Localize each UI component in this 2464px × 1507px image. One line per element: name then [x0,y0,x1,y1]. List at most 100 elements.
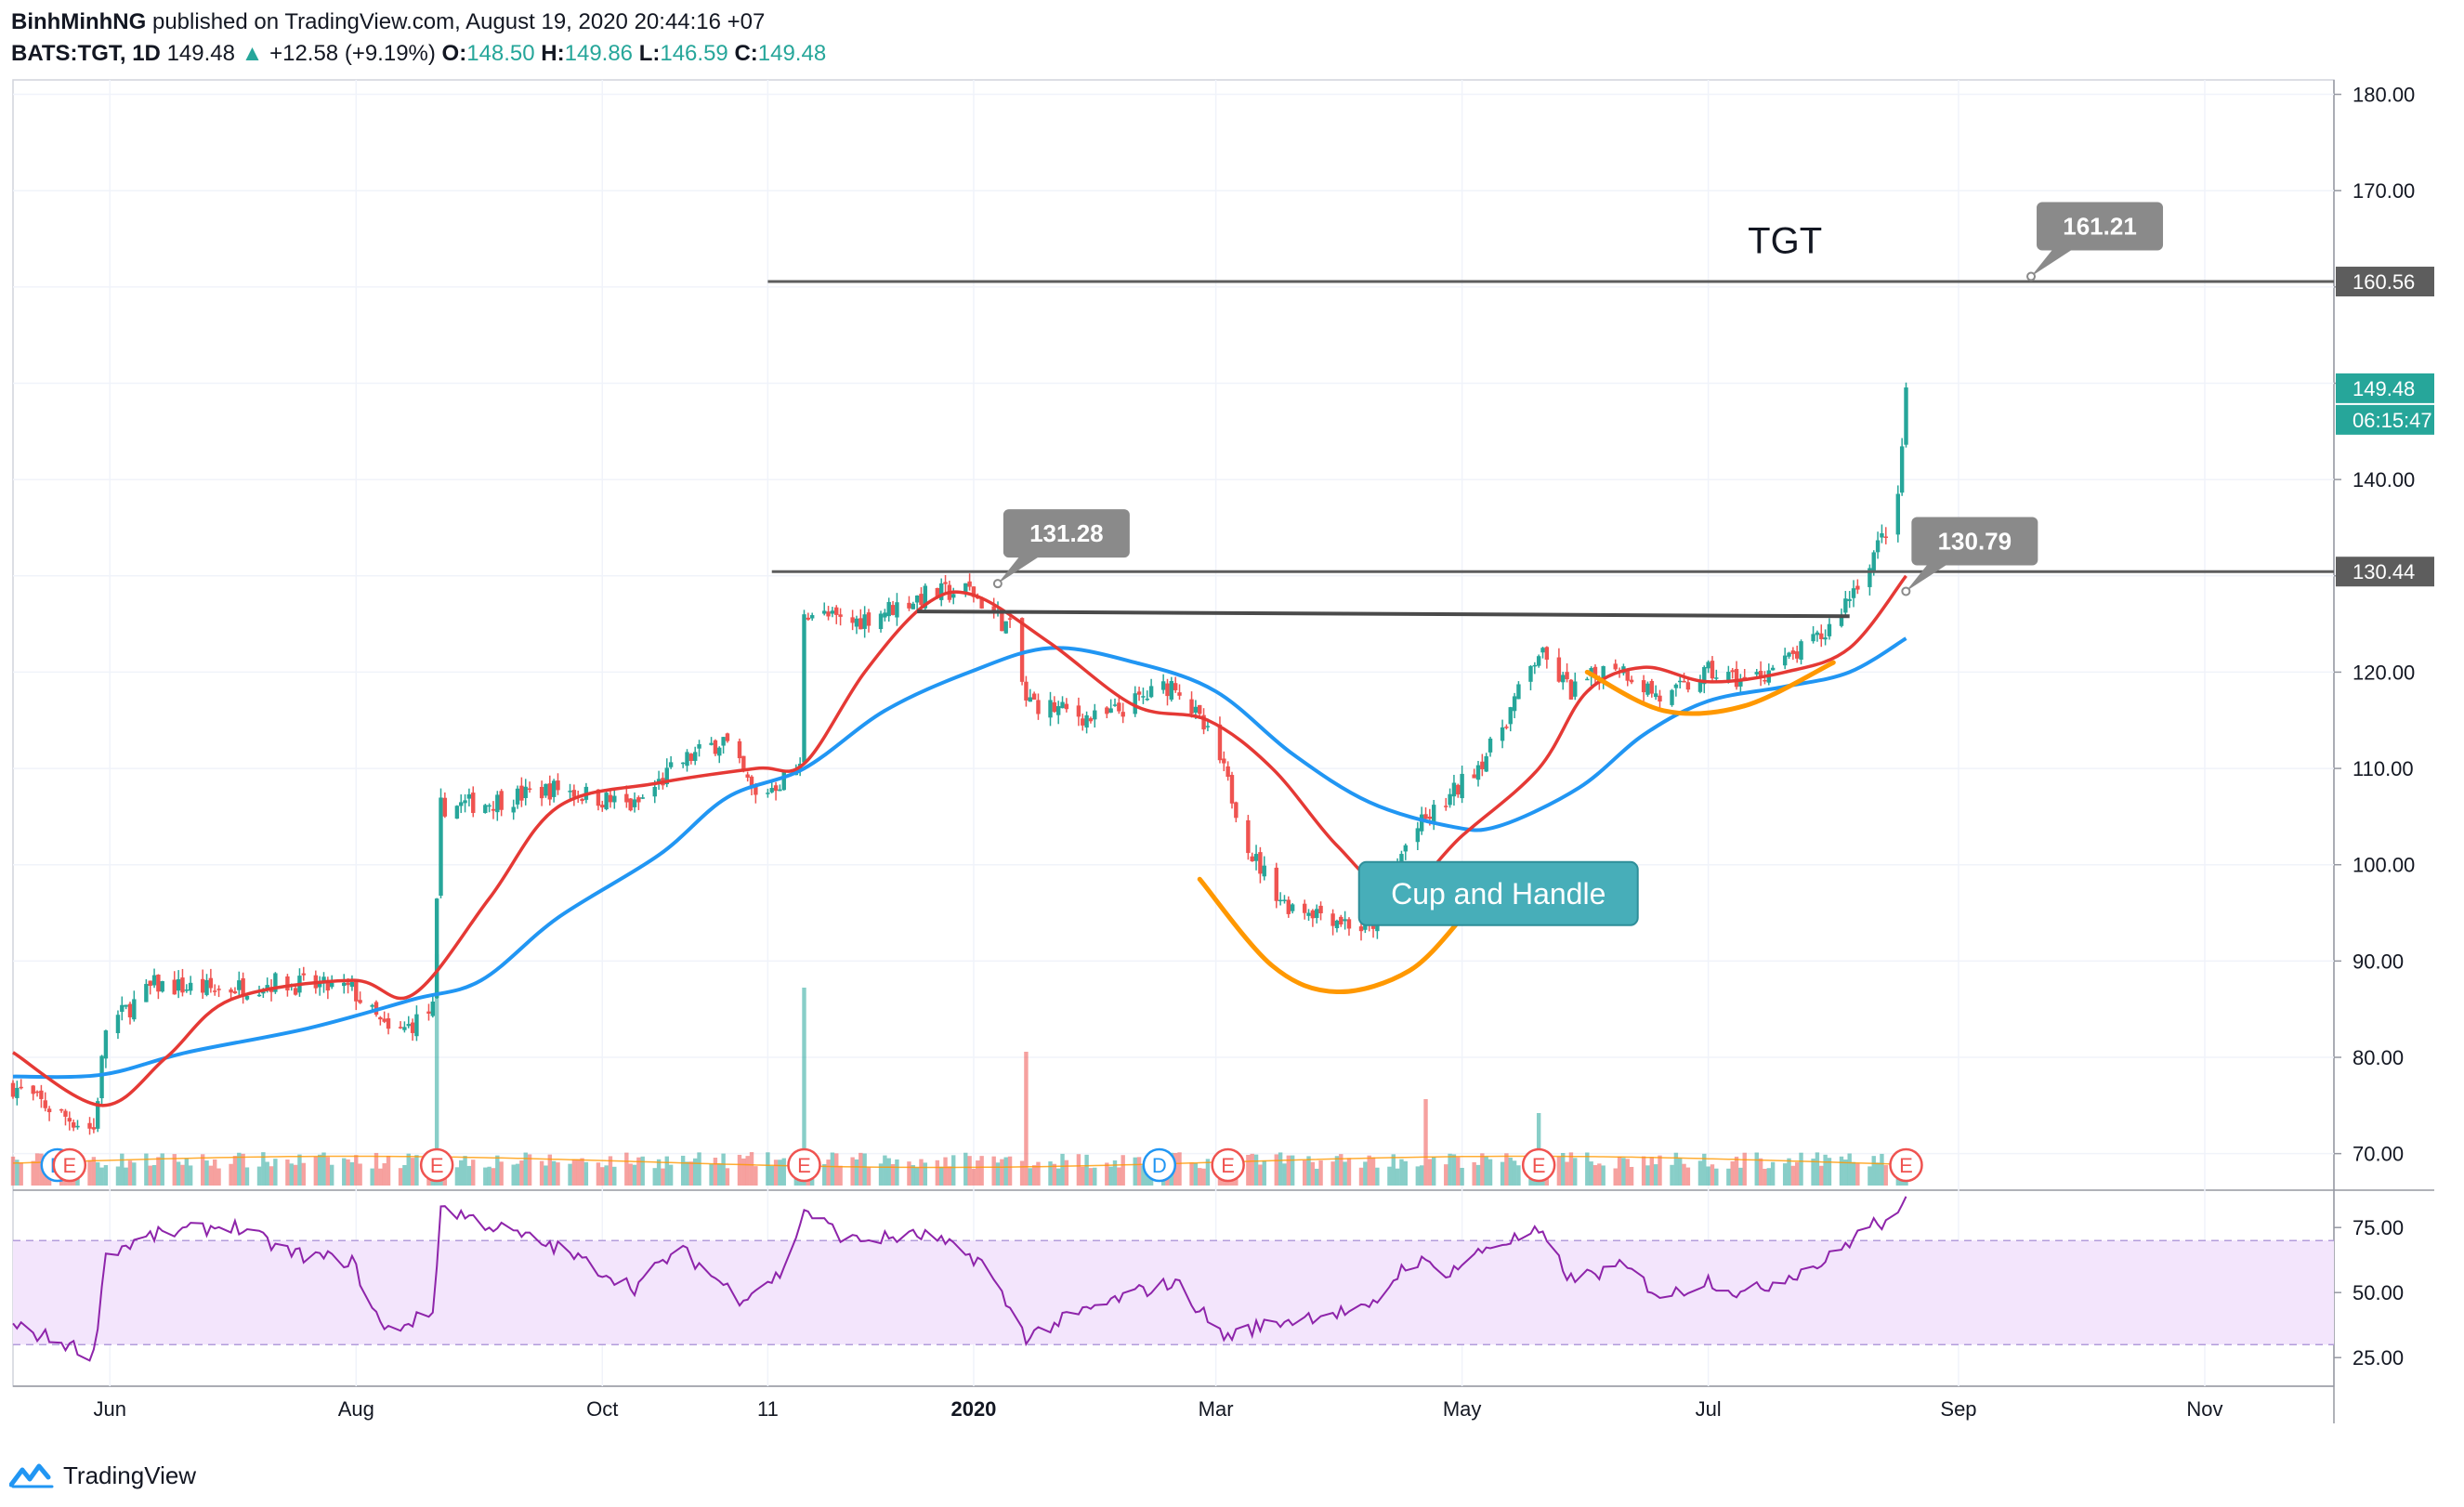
volume-bar [269,1166,274,1186]
level-axis-box [2336,267,2434,297]
tradingview-logo-icon[interactable] [9,1461,56,1490]
volume-bar [1031,1165,1037,1186]
callout-label: 130.79 [1938,527,2012,555]
volume-bar [349,1161,355,1186]
candle-body [1339,916,1343,924]
volume-bar [434,954,439,1186]
volume-bar [878,1163,884,1186]
volume-bar [1827,1158,1832,1186]
candle-body [1758,671,1763,678]
volume-bar [382,1163,387,1186]
volume-bar [1658,1155,1662,1186]
candle-body [866,612,872,626]
candle-body [547,783,552,800]
volume-bar [1480,1153,1485,1186]
candle-body [466,793,472,799]
volume-bar [1306,1156,1311,1186]
event-marker-label: D [1152,1154,1167,1177]
volume-bar [144,1153,149,1186]
candle-body [1419,814,1424,832]
earnings-marker [787,1147,821,1183]
candle-body [1819,633,1824,639]
earnings-marker [1211,1147,1245,1183]
candle-body [830,610,835,614]
candle-body [1136,691,1142,695]
volume-bar [1670,1164,1674,1186]
volume-bar [1387,1166,1392,1186]
volume-bar [1484,1156,1488,1186]
candle-body [628,798,633,811]
candle-body [895,602,899,618]
volume-bar [515,1163,520,1186]
candle-body [1363,923,1368,930]
candle-body [1108,708,1113,714]
candle-body [971,586,976,597]
candle-body [1165,683,1170,697]
volume-bar [571,1159,577,1186]
volume-bar [1641,1156,1646,1186]
callout-anchor-dot [2026,271,2037,282]
countdown-label: 06:15:47 [2353,409,2432,432]
candle-body [1782,655,1788,666]
volume-bar [471,1160,476,1186]
candle-body [745,774,750,778]
candle-body [1432,805,1436,822]
volume-bar [1052,1163,1057,1186]
volume-bar [1286,1155,1291,1186]
candle-body [1121,712,1125,717]
volume-bar [547,1154,552,1186]
candle-body [1225,766,1230,778]
volume-bar [414,1155,419,1186]
volume-bar [1556,1156,1562,1186]
volume-bar [265,1161,269,1186]
volume-bar [99,1167,104,1186]
volume-bar [862,1153,867,1186]
volume-bar [1714,1168,1719,1186]
volume-bar [1064,1160,1069,1186]
volume-bar [321,1152,326,1186]
candle-body [911,603,915,609]
candle-body [919,594,924,606]
candle-body [1234,802,1239,819]
handle-curve [1584,660,1836,716]
candle-body [749,776,754,787]
candle-body [1306,912,1311,916]
volume-bar [1076,1154,1081,1186]
publisher-name[interactable]: BinhMinhNG [11,9,147,34]
symbol-name[interactable]: BATS:TGT, 1D [11,41,161,66]
candle-body [1007,618,1013,620]
price-tick-label: 170.00 [2353,179,2415,203]
volume-bar [1456,1157,1461,1186]
candle-body [1019,618,1025,682]
candle-body [1076,705,1081,717]
volume-bar [1706,1166,1710,1186]
candle-body [354,981,359,1002]
volume-bar [1516,1165,1521,1186]
volume-bar [96,1161,100,1186]
volume-bar [1093,1167,1097,1186]
volume-bar [717,1163,722,1186]
candle-body [426,1011,431,1015]
volume-bar [1851,1161,1856,1186]
volume-bar [148,1165,152,1186]
candle-body [1302,903,1307,913]
volume-bar [858,1152,863,1186]
volume-bar [285,1159,290,1186]
callout-label: 161.21 [2063,213,2137,241]
rsi-tick-label: 25.00 [2353,1346,2404,1369]
tradingview-brand[interactable]: TradingView [63,1461,197,1489]
candle-body [1536,656,1541,666]
candle-body [769,788,774,793]
candle-body [358,1000,362,1003]
candle-body [1427,816,1433,819]
candle-body [834,607,839,615]
candle-body [1201,714,1206,730]
candle-body [71,1121,76,1128]
candle-body [1742,676,1747,679]
volume-bar [1613,1168,1618,1186]
volume-bar [87,1160,92,1186]
candle-body [1148,686,1154,698]
candle-body [1843,598,1848,613]
candle-body [120,1004,125,1013]
